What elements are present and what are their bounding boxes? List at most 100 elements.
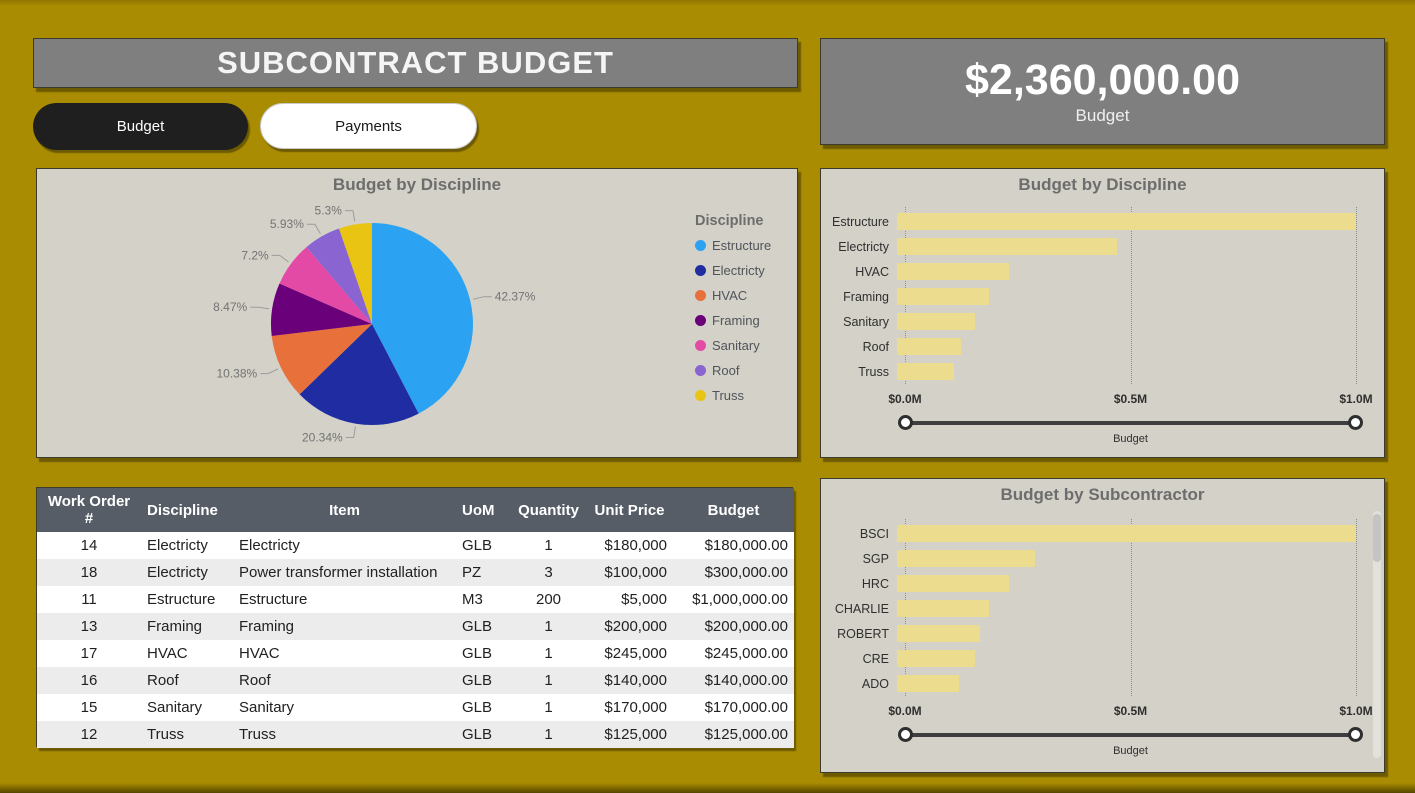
legend-item-sanitary[interactable]: Sanitary <box>695 338 797 353</box>
column-header-uom[interactable]: UoM <box>456 488 511 532</box>
bar-sanitary[interactable] <box>897 313 976 330</box>
column-header-work-order-[interactable]: Work Order # <box>37 488 141 532</box>
table-cell: Electricty <box>239 537 300 554</box>
table-cell: 16 <box>80 672 98 689</box>
legend-dot <box>695 390 706 401</box>
table-row[interactable]: 16 Roof Roof GLB 1 $140,000 $140,000.00 <box>37 667 794 694</box>
legend-item-framing[interactable]: Framing <box>695 313 797 328</box>
bar-chart-subcontractor: BSCI SGP HRC CHARLIE ROBERT CRE ADO <box>831 519 1357 696</box>
pie-slice-roof[interactable] <box>306 228 373 325</box>
slider-track[interactable] <box>905 421 1356 425</box>
budget-range-slider[interactable] <box>898 415 1363 430</box>
page-title: SUBCONTRACT BUDGET <box>217 45 614 80</box>
bar-row-estructure: Estructure <box>831 209 1356 234</box>
legend-item-hvac[interactable]: HVAC <box>695 288 797 303</box>
table-row[interactable]: 11 Estructure Estructure M3 200 $5,000 $1,000,… <box>37 586 794 613</box>
bar-hvac[interactable] <box>897 263 1010 280</box>
bar-chart-discipline-title: Budget by Discipline <box>1018 175 1187 194</box>
bar-bsci[interactable] <box>897 525 1356 542</box>
bar-row-cre: CRE <box>831 646 1356 671</box>
bar-row-robert: ROBERT <box>831 621 1356 646</box>
column-header-budget[interactable]: Budget <box>673 488 794 532</box>
scrollbar-thumb[interactable] <box>1373 514 1381 562</box>
pie-slice-truss[interactable] <box>339 222 372 324</box>
legend-item-electricty[interactable]: Electricty <box>695 263 797 278</box>
bar-hrc[interactable] <box>897 575 1010 592</box>
bar-track <box>897 363 1356 380</box>
table-row[interactable]: 17 HVAC HVAC GLB 1 $245,000 $245,000.00 <box>37 640 794 667</box>
bar-electricty[interactable] <box>897 238 1118 255</box>
table-cell: 1 <box>544 645 553 662</box>
pie-chart: 42.37% 20.34% 10.38% 8.47% 7.2% 5.93% 5.3% <box>213 204 536 445</box>
bar-truss[interactable] <box>897 363 955 380</box>
table-cell: GLB <box>462 672 493 689</box>
x-axis: $0.0M $0.5M $1.0M <box>888 704 1372 719</box>
bar-row-hrc: HRC <box>831 571 1356 596</box>
bar-estructure[interactable] <box>897 213 1356 230</box>
axis-tick: $1.0M <box>1339 392 1373 406</box>
pie-chart-title: Budget by Discipline <box>332 175 502 194</box>
legend-item-estructure[interactable]: Estructure <box>695 238 797 253</box>
table-cell: 11 <box>81 591 97 608</box>
table-cell: $245,000.00 <box>704 645 788 662</box>
slider-handle-max[interactable] <box>1348 415 1363 430</box>
bar-framing[interactable] <box>897 288 989 305</box>
bar-category-label: Electricty <box>838 239 889 254</box>
pie-slice-framing[interactable] <box>270 283 372 337</box>
table-row[interactable]: 13 Framing Framing GLB 1 $200,000 $200,000.00 <box>37 613 794 640</box>
bar-robert[interactable] <box>897 625 980 642</box>
tab-payments[interactable]: Payments <box>260 103 477 149</box>
bar-track <box>897 675 1356 692</box>
table-cell: $200,000.00 <box>704 618 788 635</box>
legend-item-truss[interactable]: Truss <box>695 388 797 403</box>
legend-label: Sanitary <box>712 338 760 353</box>
slider-handle-min[interactable] <box>898 415 913 430</box>
table-row[interactable]: 14 Electricty Electricty GLB 1 $180,000 $180,0… <box>37 532 794 559</box>
bar-category-label: CHARLIE <box>834 601 889 616</box>
bar-category-label: Roof <box>862 339 889 354</box>
pie-slice-sanitary[interactable] <box>279 247 373 324</box>
pie-slice-electricty[interactable] <box>299 324 419 425</box>
table-cell: 1 <box>544 537 553 554</box>
slider-label: Budget <box>1113 745 1148 757</box>
column-header-discipline[interactable]: Discipline <box>141 488 233 532</box>
slider-handle-max[interactable] <box>1348 727 1363 742</box>
pie-percent-label: 5.93% <box>270 217 304 231</box>
bar-roof[interactable] <box>897 338 962 355</box>
column-header-unit-price[interactable]: Unit Price <box>586 488 673 532</box>
table-cell: $200,000 <box>604 618 667 635</box>
table-cell: $300,000.00 <box>704 564 788 581</box>
bar-charlie[interactable] <box>897 600 989 617</box>
pie-slice-hvac[interactable] <box>271 324 372 395</box>
tab-budget[interactable]: Budget <box>33 103 248 150</box>
budget-range-slider[interactable] <box>898 727 1363 742</box>
bar-cre[interactable] <box>897 650 976 667</box>
legend-label: HVAC <box>712 288 748 303</box>
table-cell: M3 <box>462 591 483 608</box>
bar-row-electricty: Electricty <box>831 234 1356 259</box>
table-cell: $125,000.00 <box>704 726 788 743</box>
bar-ado[interactable] <box>897 675 959 692</box>
scrollbar-track[interactable] <box>1373 511 1381 758</box>
slider-track[interactable] <box>905 733 1356 737</box>
table-cell: $5,000 <box>621 591 667 608</box>
legend-dot <box>695 365 706 376</box>
column-header-item[interactable]: Item <box>233 488 456 532</box>
pie-label-leader <box>271 254 289 263</box>
table-row[interactable]: 15 Sanitary Sanitary GLB 1 $170,000 $170,000.0… <box>37 694 794 721</box>
bar-track <box>897 213 1356 230</box>
table-row[interactable]: 18 Electricty Power transformer installati… <box>37 559 794 586</box>
table-cell: GLB <box>462 699 493 716</box>
bar-chart-discipline: Estructure Electricty HVAC Framing Sanitary R… <box>831 207 1357 384</box>
table-cell: Roof <box>239 672 271 689</box>
column-header-quantity[interactable]: Quantity <box>511 488 586 532</box>
pie-slice-estructure[interactable] <box>372 223 473 414</box>
slider-handle-min[interactable] <box>898 727 913 742</box>
legend-item-roof[interactable]: Roof <box>695 363 797 378</box>
table-cell: HVAC <box>147 645 188 662</box>
table-cell: Estructure <box>147 591 216 608</box>
bar-sgp[interactable] <box>897 550 1035 567</box>
table-row[interactable]: 12 Truss Truss GLB 1 $125,000 $125,000.00 <box>37 721 794 748</box>
bar-category-label: ADO <box>861 676 889 691</box>
bar-track <box>897 650 1356 667</box>
